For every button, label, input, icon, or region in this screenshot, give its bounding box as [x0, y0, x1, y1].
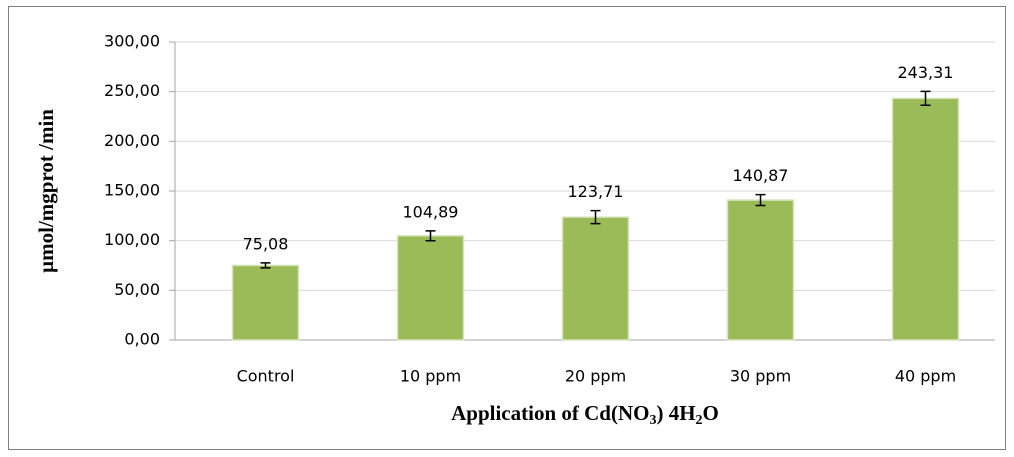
x-tick-label: 10 ppm: [400, 367, 461, 386]
error-bar: [755, 193, 766, 207]
x-title-sub: 3: [649, 413, 656, 428]
x-tick-label: Control: [237, 367, 295, 386]
data-label: 104,89: [403, 202, 459, 221]
bar: [231, 264, 300, 341]
error-bar: [590, 209, 601, 225]
data-label: 75,08: [243, 234, 289, 253]
bar: [396, 235, 465, 341]
x-title-sub: 2: [696, 413, 703, 428]
x-axis-title: Application of Cd(NO3) 4H2O: [451, 401, 719, 428]
error-bar: [425, 230, 436, 242]
y-tick-label: 250,00: [104, 81, 160, 100]
bar: [891, 97, 960, 341]
data-label: 123,71: [568, 182, 624, 201]
y-tick-label: 100,00: [104, 230, 160, 249]
x-title-part: O: [703, 401, 719, 425]
y-tick-label: 200,00: [104, 131, 160, 150]
error-bar: [260, 262, 271, 269]
y-tick-label: 50,00: [114, 280, 160, 299]
data-label: 243,31: [898, 63, 954, 82]
x-tick-label: 30 ppm: [730, 367, 791, 386]
bar: [726, 199, 795, 341]
chart-frame: [8, 6, 1006, 450]
y-tick-label: 300,00: [104, 32, 160, 51]
y-tick-label: 150,00: [104, 181, 160, 200]
x-title-part: ) 4H: [656, 401, 695, 425]
x-tick-label: 20 ppm: [565, 367, 626, 386]
y-tick-label: 0,00: [124, 330, 160, 349]
x-title-part: Application of Cd(NO: [451, 401, 649, 425]
y-axis-title: µmol/mgprot /min: [34, 109, 58, 273]
x-tick-label: 40 ppm: [895, 367, 956, 386]
data-label: 140,87: [733, 166, 789, 185]
error-bar: [920, 90, 931, 107]
bar: [561, 216, 630, 341]
